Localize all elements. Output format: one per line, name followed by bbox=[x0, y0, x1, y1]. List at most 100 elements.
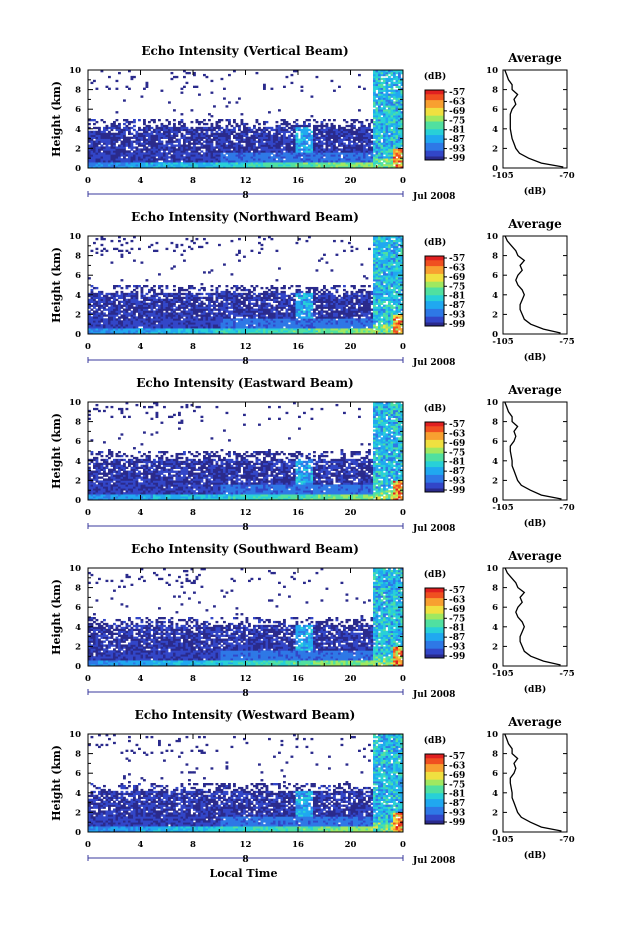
heatmap-cell bbox=[105, 326, 109, 329]
heatmap-cell bbox=[388, 79, 391, 83]
heatmap-cell bbox=[353, 119, 356, 122]
heatmap-cell bbox=[178, 316, 181, 319]
heatmap-cell bbox=[188, 146, 191, 149]
heatmap-cell bbox=[365, 332, 369, 335]
heatmap-cell bbox=[138, 142, 141, 145]
heatmap-cell bbox=[155, 136, 159, 139]
heatmap-cell bbox=[158, 154, 161, 157]
heatmap-cell bbox=[245, 132, 249, 136]
heatmap-cell bbox=[255, 302, 259, 305]
heatmap-cell bbox=[380, 164, 384, 167]
heatmap-cell bbox=[380, 146, 384, 149]
heatmap-cell bbox=[308, 306, 311, 309]
heatmap-cell bbox=[110, 164, 114, 167]
heatmap-cell bbox=[113, 158, 116, 161]
heatmap-cell bbox=[150, 140, 154, 143]
heatmap-cell bbox=[310, 166, 314, 169]
heatmap-cell bbox=[398, 152, 401, 155]
heatmap-cell bbox=[283, 148, 286, 151]
heatmap-cell bbox=[173, 158, 176, 161]
heatmap-cell bbox=[378, 113, 381, 116]
heatmap-cell bbox=[258, 314, 261, 317]
heatmap-cell bbox=[380, 71, 384, 75]
colorbar-segment bbox=[425, 109, 444, 112]
heatmap-cell bbox=[303, 152, 306, 155]
heatmap-cell bbox=[393, 91, 396, 94]
heatmap-cell bbox=[390, 81, 394, 85]
heatmap-cell bbox=[88, 148, 91, 151]
heatmap-cell bbox=[293, 156, 296, 159]
heatmap-cell bbox=[148, 142, 151, 145]
heatmap-cell bbox=[273, 166, 276, 169]
heatmap-cell bbox=[210, 154, 214, 157]
heatmap-cell bbox=[368, 318, 371, 321]
colorbar-segment bbox=[425, 99, 444, 103]
heatmap-cell bbox=[238, 324, 241, 327]
heatmap-cell bbox=[210, 115, 214, 118]
heatmap-cell bbox=[198, 160, 201, 163]
heatmap-cell bbox=[288, 144, 291, 147]
heatmap-cell bbox=[180, 132, 184, 136]
heatmap-cell bbox=[325, 142, 329, 145]
heatmap-cell bbox=[213, 316, 216, 319]
heatmap-cell bbox=[180, 304, 184, 307]
heatmap-cell bbox=[195, 318, 199, 321]
heatmap-cell bbox=[355, 119, 359, 122]
heatmap-cell bbox=[115, 119, 119, 122]
heatmap-cell bbox=[360, 130, 364, 134]
heatmap-cell bbox=[303, 124, 306, 128]
heatmap-cell bbox=[155, 128, 159, 132]
heatmap-cell bbox=[398, 111, 401, 114]
heatmap-cell bbox=[260, 318, 264, 321]
heatmap-cell bbox=[210, 144, 214, 147]
heatmap-cell bbox=[105, 302, 109, 305]
heatmap-cell bbox=[380, 73, 384, 77]
heatmap-cell bbox=[173, 318, 176, 321]
heatmap-cell bbox=[333, 304, 336, 307]
heatmap-cell bbox=[260, 146, 264, 149]
heatmap-cell bbox=[373, 150, 376, 153]
heatmap-cell bbox=[308, 314, 311, 317]
heatmap-cell bbox=[128, 304, 131, 307]
heatmap-cell bbox=[103, 146, 106, 149]
heatmap-cell bbox=[278, 132, 281, 136]
heatmap-cell bbox=[280, 322, 284, 325]
heatmap-cell bbox=[240, 310, 244, 313]
heatmap-cell bbox=[240, 166, 244, 169]
heatmap-cell bbox=[278, 306, 281, 309]
heatmap-cell bbox=[305, 156, 309, 159]
heatmap-cell bbox=[390, 107, 394, 110]
heatmap-cell bbox=[378, 318, 381, 321]
heatmap-cell bbox=[283, 160, 286, 163]
heatmap-cell bbox=[108, 87, 111, 90]
heatmap-cell bbox=[355, 160, 359, 163]
heatmap-cell bbox=[373, 75, 376, 79]
heatmap-cell bbox=[145, 146, 149, 149]
heatmap-cell bbox=[320, 312, 324, 315]
heatmap-cell bbox=[95, 158, 99, 161]
heatmap-cell bbox=[253, 166, 256, 169]
heatmap-cell bbox=[125, 150, 129, 153]
heatmap-cell bbox=[385, 122, 389, 126]
heatmap-cell bbox=[105, 140, 109, 143]
heatmap-cell bbox=[178, 148, 181, 151]
heatmap-cell bbox=[138, 126, 141, 130]
heatmap-cell bbox=[183, 302, 186, 305]
heatmap-cell bbox=[160, 326, 164, 329]
heatmap-cell bbox=[310, 138, 314, 141]
heatmap-cell bbox=[383, 93, 386, 96]
heatmap-cell bbox=[370, 166, 374, 169]
heatmap-cell bbox=[103, 132, 106, 136]
heatmap-cell bbox=[205, 166, 209, 169]
heatmap-cell bbox=[263, 148, 266, 151]
heatmap-cell bbox=[93, 122, 96, 126]
heatmap-cell bbox=[240, 164, 244, 167]
heatmap-cell bbox=[390, 146, 394, 149]
heatmap-cell bbox=[343, 164, 346, 167]
heatmap-cell bbox=[265, 126, 269, 130]
colorbar-tick-label: -81 bbox=[449, 126, 465, 136]
heatmap-cell bbox=[380, 328, 384, 331]
heatmap-cell bbox=[320, 310, 324, 313]
heatmap-cell bbox=[290, 81, 294, 85]
heatmap-cell bbox=[308, 322, 311, 325]
